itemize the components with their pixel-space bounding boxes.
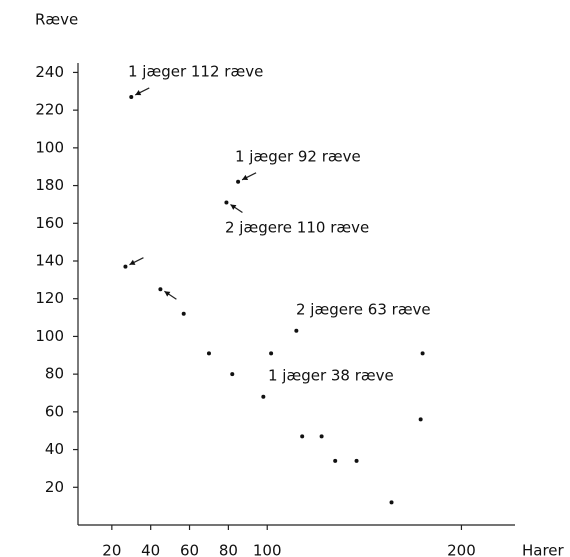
y-tick-label: 80 <box>45 365 64 383</box>
point <box>236 179 241 184</box>
point <box>181 311 186 316</box>
point <box>354 458 359 463</box>
x-tick-label: 20 <box>102 542 121 557</box>
point <box>319 434 324 439</box>
arrow-head <box>129 259 136 265</box>
annotation: 2 jægere 63 ræve <box>296 301 431 319</box>
x-tick-label: 200 <box>447 542 476 557</box>
x-tick-label: 80 <box>219 542 238 557</box>
point <box>418 417 423 422</box>
y-tick-label: 120 <box>35 289 64 307</box>
arrow-head <box>164 291 171 297</box>
arrow-head <box>242 174 249 181</box>
point <box>294 328 299 333</box>
point <box>261 394 266 399</box>
x-tick-label: 40 <box>141 542 160 557</box>
point <box>206 351 211 356</box>
y-tick-label: 160 <box>35 214 64 232</box>
y-tick-label: 100 <box>35 138 64 156</box>
point <box>300 434 305 439</box>
point <box>158 287 163 292</box>
y-tick-label: 240 <box>35 63 64 81</box>
point <box>129 94 134 99</box>
annotation: 2 jægere 110 ræve <box>225 219 369 237</box>
y-tick-label: 40 <box>45 440 64 458</box>
x-axis-label: Harer <box>522 542 565 557</box>
y-tick-label: 140 <box>35 252 64 270</box>
y-axis-label: Ræve <box>35 11 78 29</box>
y-tick-label: 60 <box>45 402 64 420</box>
y-tick-label: 20 <box>45 478 64 496</box>
point <box>420 351 425 356</box>
annotation: 1 jæger 112 ræve <box>128 63 263 81</box>
y-tick-label: 100 <box>35 327 64 345</box>
arrow-head <box>135 90 142 96</box>
arrow-head <box>230 204 237 210</box>
point <box>224 200 229 205</box>
annotation: 1 jæger 92 ræve <box>235 148 361 166</box>
annotation: 1 jæger 38 ræve <box>268 367 394 385</box>
point <box>269 351 274 356</box>
y-tick-label: 220 <box>35 101 64 119</box>
x-tick-label: 60 <box>180 542 199 557</box>
y-tick-label: 180 <box>35 176 64 194</box>
x-tick-label: 100 <box>253 542 282 557</box>
point <box>123 264 128 269</box>
point <box>333 458 338 463</box>
point <box>230 372 235 377</box>
point <box>389 500 394 505</box>
